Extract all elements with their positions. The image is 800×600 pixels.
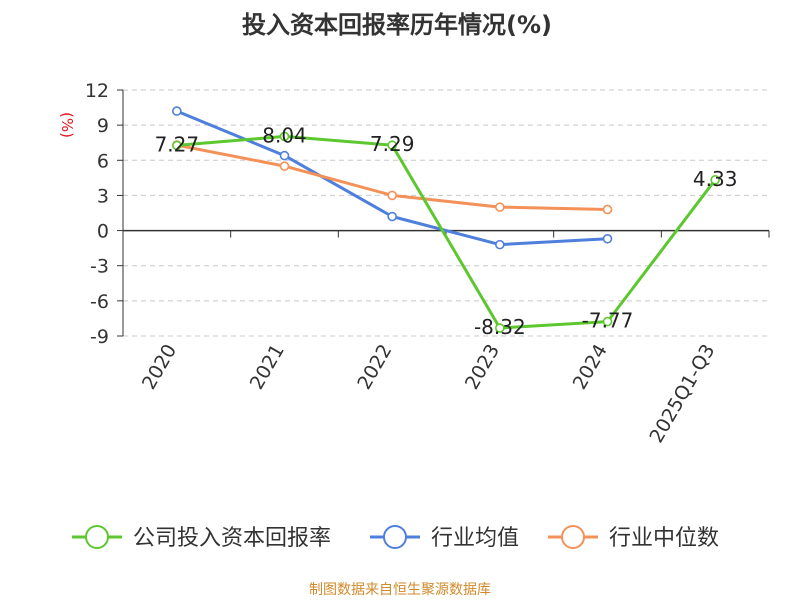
data-point <box>172 106 182 116</box>
series-layer: 7.27 8.04 7.29 -8.32 -7.77 4.33 <box>155 106 738 339</box>
y-tick-label: 6 <box>97 150 109 172</box>
y-tick-label: 12 <box>85 80 109 102</box>
x-tick-label: 2021 <box>246 341 289 394</box>
data-point <box>387 140 397 150</box>
legend-item[interactable]: 行业均值 <box>370 525 519 551</box>
series-0: 7.27 8.04 7.29 -8.32 -7.77 4.33 <box>155 123 738 339</box>
legend-item[interactable]: 行业中位数 <box>548 525 719 551</box>
x-tick-label: 2020 <box>138 341 181 394</box>
data-label: -8.32 <box>474 315 526 339</box>
legend-item[interactable]: 公司投入资本回报率 <box>72 525 331 551</box>
data-point <box>602 204 613 215</box>
chart-title: 投入资本回报率历年情况(%) <box>242 11 552 39</box>
legend-marker <box>85 525 109 549</box>
y-tick-label: 3 <box>97 185 109 207</box>
data-point <box>387 211 397 222</box>
data-point <box>387 190 397 201</box>
y-tick-label: 9 <box>97 115 109 137</box>
series-line <box>176 109 608 247</box>
data-label: 8.04 <box>262 123 307 147</box>
data-point <box>172 140 182 151</box>
legend-label: 行业均值 <box>431 526 519 551</box>
data-point <box>495 323 505 333</box>
x-tick-label: 2024 <box>569 341 612 394</box>
legend-marker <box>383 525 407 549</box>
y-axis-label: (%) <box>58 112 76 138</box>
series-line <box>176 134 717 330</box>
data-point <box>495 202 505 212</box>
data-point <box>279 161 290 171</box>
legend-marker <box>561 525 585 549</box>
data-label: 7.27 <box>155 132 200 156</box>
y-tick-label: 0 <box>97 221 109 243</box>
series-1 <box>172 106 613 250</box>
source-note: 制图数据来自恒生聚源数据库 <box>309 582 491 598</box>
x-tick-label: 2022 <box>353 341 396 394</box>
data-point <box>279 131 290 142</box>
grid-lines <box>123 89 769 337</box>
legend-label: 行业中位数 <box>609 526 719 551</box>
data-point <box>279 150 290 161</box>
legend[interactable]: 公司投入资本回报率 行业均值 行业中位数 <box>72 525 719 551</box>
data-point <box>602 316 613 327</box>
data-label: 7.29 <box>370 132 415 156</box>
x-tick-label: 2023 <box>461 341 504 394</box>
y-tick-label: -3 <box>90 256 109 278</box>
x-tick-label: 2025Q1-Q3 <box>645 341 719 447</box>
y-tick-label: -9 <box>90 326 109 348</box>
data-point <box>602 233 613 244</box>
data-label: 4.33 <box>693 167 738 191</box>
data-label: -7.77 <box>582 309 634 333</box>
data-point <box>710 175 720 185</box>
data-point <box>495 239 505 250</box>
y-tick-label: -6 <box>90 291 109 313</box>
legend-label: 公司投入资本回报率 <box>133 526 331 551</box>
